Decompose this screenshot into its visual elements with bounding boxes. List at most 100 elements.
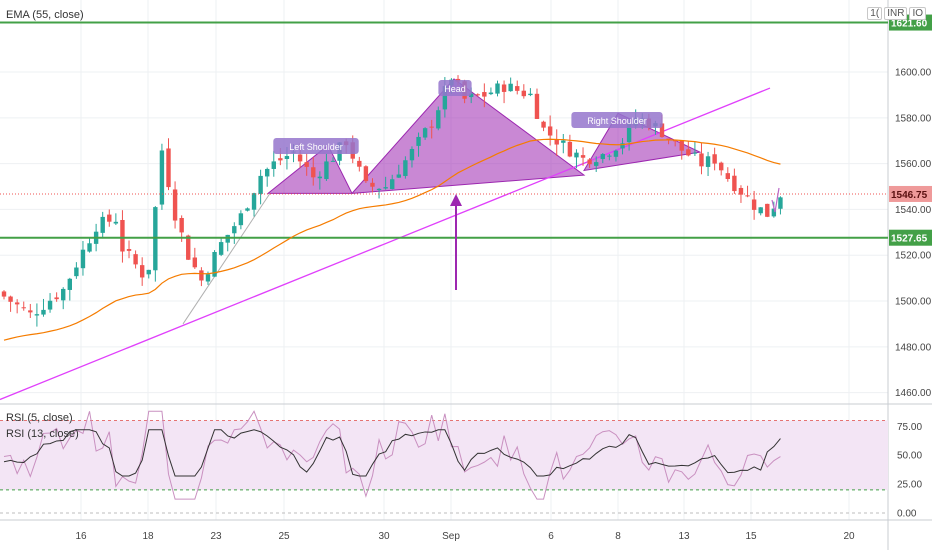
candle — [34, 314, 40, 316]
candle — [100, 216, 105, 233]
rsi-band-fill — [0, 420, 888, 490]
candle — [41, 309, 46, 315]
head-label: Head — [444, 84, 466, 94]
rsi-tick-label: 25.00 — [897, 480, 922, 491]
ema-line — [3, 138, 781, 341]
price-tick-label: 1480.00 — [895, 342, 932, 353]
candle — [317, 176, 323, 179]
scale-controls[interactable]: 1(INR IO — [865, 7, 926, 20]
candle — [554, 138, 559, 145]
candle — [594, 162, 599, 166]
candle — [422, 128, 428, 138]
candle — [87, 243, 92, 252]
head-label-bg — [438, 80, 472, 96]
candle — [561, 140, 566, 143]
candle — [245, 208, 250, 211]
candle — [765, 203, 770, 217]
candle — [159, 150, 165, 205]
scale-mode-label[interactable]: IO — [909, 7, 926, 20]
candle — [442, 86, 448, 110]
overlay-layer: Left Shoulder Head Right Shoulder — [0, 21, 888, 500]
candle — [186, 235, 191, 260]
time-tick-label: 20 — [843, 531, 855, 542]
right-shoulder-label-bg — [571, 112, 663, 128]
candle — [521, 90, 527, 97]
candle — [126, 249, 132, 251]
price-tick-label: 1520.00 — [895, 251, 932, 262]
candle — [265, 168, 270, 177]
candle — [113, 221, 119, 224]
candle — [80, 249, 86, 269]
candle — [600, 154, 605, 160]
candle — [396, 174, 401, 178]
candle — [475, 94, 480, 96]
candle — [47, 300, 53, 310]
candle — [501, 84, 507, 92]
auto-scale-icon[interactable]: 1( — [867, 7, 883, 20]
candle — [705, 156, 711, 167]
time-tick-label: 25 — [278, 531, 290, 542]
left-shoulder-label-bg — [273, 138, 359, 154]
rsi-tick-label: 50.00 — [897, 451, 922, 462]
time-tick-label: 15 — [745, 531, 757, 542]
candle — [580, 155, 586, 158]
candle — [409, 148, 415, 161]
time-tick-label: 30 — [378, 531, 390, 542]
candle — [370, 182, 375, 187]
time-tick-label: 18 — [142, 531, 154, 542]
time-tick-label: 8 — [615, 531, 621, 542]
candle — [28, 310, 33, 313]
candle — [390, 179, 395, 190]
candle — [8, 296, 13, 302]
candle — [218, 242, 224, 255]
candle — [172, 189, 178, 221]
candle — [146, 269, 151, 275]
candle — [357, 160, 362, 167]
candle — [745, 195, 750, 197]
head-arrow-icon — [450, 194, 462, 206]
candle — [304, 162, 309, 167]
candle — [567, 141, 573, 157]
candle — [712, 154, 717, 164]
candle — [199, 270, 204, 281]
candle — [699, 153, 704, 167]
candle — [284, 156, 290, 159]
candle — [534, 93, 540, 119]
candle — [54, 297, 59, 300]
candle — [107, 214, 112, 222]
currency-label[interactable]: INR — [884, 7, 908, 20]
candle — [468, 93, 474, 98]
time-tick-label: 16 — [75, 531, 87, 542]
rsi5-legend[interactable]: RSI (5, close) — [6, 412, 73, 424]
candle — [692, 152, 698, 154]
lower_support-bg — [889, 229, 932, 246]
rsi13-line — [3, 429, 781, 477]
candle — [363, 166, 369, 182]
price-tick-label: 1600.00 — [895, 68, 932, 79]
time-tick-label: 6 — [548, 531, 554, 542]
candle — [74, 267, 79, 277]
candle — [495, 83, 500, 94]
candle — [179, 217, 184, 233]
end-marker — [771, 187, 780, 213]
time-tick-label: Sep — [442, 531, 460, 542]
head-triangle — [350, 78, 586, 194]
candle — [278, 158, 283, 161]
candle — [732, 175, 737, 192]
ema-legend[interactable]: EMA (55, close) — [6, 9, 84, 21]
candle — [725, 173, 730, 180]
candle — [758, 207, 763, 214]
candle — [686, 149, 691, 156]
candle — [133, 254, 138, 265]
rsi13-legend[interactable]: RSI (13, close) — [6, 428, 79, 440]
rsi-background-layer — [0, 420, 888, 514]
candle — [416, 136, 421, 146]
candle — [528, 93, 533, 96]
candle — [383, 187, 388, 189]
candle — [258, 175, 263, 194]
time-tick-label: 13 — [678, 531, 690, 542]
candles-layer — [1, 75, 783, 327]
candle — [488, 92, 494, 95]
